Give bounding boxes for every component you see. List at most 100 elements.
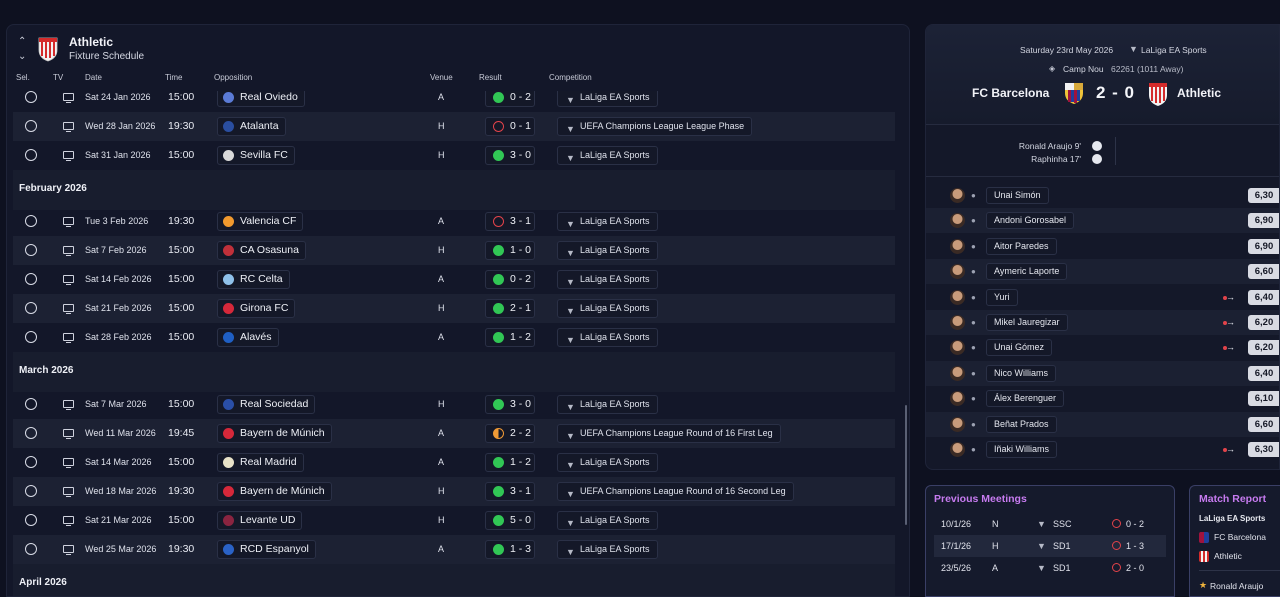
col-date[interactable]: Date bbox=[85, 73, 102, 82]
opposition-button[interactable]: Real Sociedad bbox=[217, 395, 316, 414]
scorer[interactable]: Raphinha 17' bbox=[1031, 154, 1081, 164]
club-name[interactable]: Athletic bbox=[69, 35, 114, 49]
competition-button[interactable]: ▼ LaLiga EA Sports bbox=[557, 328, 658, 347]
opposition-button[interactable]: Atalanta bbox=[217, 117, 286, 136]
col-result[interactable]: Result bbox=[479, 73, 502, 82]
result-button[interactable]: 3 - 0 bbox=[485, 395, 535, 414]
match-report-panel[interactable]: Match Report LaLiga EA Sports FC Barcelo… bbox=[1189, 485, 1280, 597]
competition-button[interactable]: ▼ UEFA Champions League Round of 16 Secon… bbox=[557, 482, 794, 501]
competition-button[interactable]: ▼ LaLiga EA Sports bbox=[557, 511, 658, 530]
player-row[interactable]: ● Andoni Gorosabel 6,90 bbox=[926, 208, 1279, 234]
meeting-row[interactable]: 10/1/26 N ▼ SSC 0 - 2 bbox=[934, 513, 1166, 535]
result-button[interactable]: 1 - 3 bbox=[485, 540, 535, 559]
chevron-down-icon[interactable]: ⌄ bbox=[18, 51, 27, 62]
competition-button[interactable]: ▼ LaLiga EA Sports bbox=[557, 453, 658, 472]
select-radio[interactable] bbox=[25, 149, 37, 161]
col-sel[interactable]: Sel. bbox=[16, 73, 30, 82]
fixture-row[interactable]: Sat 7 Feb 2026 15:00 CA Osasuna H 1 - 0 ▼ LaLi… bbox=[13, 236, 895, 265]
opposition-button[interactable]: RCD Espanyol bbox=[217, 540, 316, 559]
meeting-row[interactable]: 23/5/26 A ▼ SD1 2 - 0 bbox=[934, 557, 1166, 579]
competition-button[interactable]: ▼ UEFA Champions League League Phase bbox=[557, 117, 753, 136]
player-name[interactable]: Unai Gómez bbox=[986, 339, 1053, 357]
opposition-button[interactable]: RC Celta bbox=[217, 270, 290, 289]
player-name[interactable]: Iñaki Williams bbox=[986, 441, 1058, 458]
result-button[interactable]: 5 - 0 bbox=[485, 511, 535, 530]
player-row[interactable]: ● Iñaki Williams → 6,30 bbox=[926, 437, 1279, 462]
col-time[interactable]: Time bbox=[165, 73, 183, 82]
competition-button[interactable]: ▼ LaLiga EA Sports bbox=[557, 241, 658, 260]
scorer[interactable]: Ronald Araujo 9' bbox=[1018, 141, 1081, 151]
match-venue[interactable]: Camp Nou bbox=[1063, 64, 1104, 74]
fixture-row[interactable]: Wed 11 Mar 2026 19:45 Bayern de Múnich A 2 -… bbox=[13, 419, 895, 448]
competition-button[interactable]: ▼ LaLiga EA Sports bbox=[557, 212, 658, 231]
fixture-row[interactable]: Sat 24 Jan 2026 15:00 Real Oviedo A 0 - 2 ▼ La… bbox=[13, 91, 895, 112]
player-name[interactable]: Beñat Prados bbox=[986, 415, 1057, 433]
fixture-row[interactable]: Sat 28 Feb 2026 15:00 Alavés A 1 - 2 ▼ LaLiga … bbox=[13, 323, 895, 352]
result-button[interactable]: 3 - 1 bbox=[485, 482, 535, 501]
result-button[interactable]: 3 - 1 bbox=[485, 212, 535, 231]
player-row[interactable]: ● Aitor Paredes 6,90 bbox=[926, 234, 1279, 259]
opposition-button[interactable]: Real Oviedo bbox=[217, 91, 305, 107]
away-team[interactable]: Athletic bbox=[1177, 86, 1222, 100]
opposition-button[interactable]: Sevilla FC bbox=[217, 146, 295, 165]
opposition-button[interactable]: Alavés bbox=[217, 328, 279, 347]
fixture-row[interactable]: Sat 7 Mar 2026 15:00 Real Sociedad H 3 - 0 ▼ L… bbox=[13, 390, 895, 419]
fixture-row[interactable]: Sat 14 Feb 2026 15:00 RC Celta A 0 - 2 ▼ LaLig… bbox=[13, 265, 895, 294]
col-competition[interactable]: Competition bbox=[549, 73, 592, 82]
select-radio[interactable] bbox=[25, 331, 37, 343]
select-radio[interactable] bbox=[25, 543, 37, 555]
select-radio[interactable] bbox=[25, 120, 37, 132]
home-team[interactable]: FC Barcelona bbox=[972, 86, 1050, 100]
player-name[interactable]: Unai Simón bbox=[986, 187, 1049, 204]
fixture-row[interactable]: Sat 21 Feb 2026 15:00 Girona FC H 2 - 1 ▼ LaLi… bbox=[13, 294, 895, 323]
player-row[interactable]: ● Unai Gómez → 6,20 bbox=[926, 335, 1279, 360]
result-button[interactable]: 1 - 2 bbox=[485, 453, 535, 472]
player-name[interactable]: Álex Berenguer bbox=[986, 390, 1065, 408]
opposition-button[interactable]: Levante UD bbox=[217, 511, 303, 530]
competition-button[interactable]: ▼ UEFA Champions League Round of 16 First… bbox=[557, 424, 781, 443]
fixture-row[interactable]: Tue 3 Feb 2026 19:30 Valencia CF A 3 - 1 ▼ LaL… bbox=[13, 207, 895, 236]
fixture-row[interactable]: Sat 31 Jan 2026 15:00 Sevilla FC H 3 - 0 ▼ LaL… bbox=[13, 141, 895, 170]
select-radio[interactable] bbox=[25, 456, 37, 468]
result-button[interactable]: 1 - 0 bbox=[485, 241, 535, 260]
competition-button[interactable]: ▼ LaLiga EA Sports bbox=[557, 299, 658, 318]
select-radio[interactable] bbox=[25, 273, 37, 285]
select-radio[interactable] bbox=[25, 91, 37, 103]
scrollbar[interactable] bbox=[905, 405, 907, 525]
opposition-button[interactable]: Bayern de Múnich bbox=[217, 482, 332, 501]
player-row[interactable]: ● Aymeric Laporte 6,60 bbox=[926, 259, 1279, 285]
result-button[interactable]: 2 - 2 bbox=[485, 424, 535, 443]
col-opposition[interactable]: Opposition bbox=[214, 73, 253, 82]
select-radio[interactable] bbox=[25, 485, 37, 497]
competition-button[interactable]: ▼ LaLiga EA Sports bbox=[557, 540, 658, 559]
competition-button[interactable]: ▼ LaLiga EA Sports bbox=[557, 91, 658, 107]
opposition-button[interactable]: Bayern de Múnich bbox=[217, 424, 332, 443]
result-button[interactable]: 0 - 2 bbox=[485, 91, 535, 107]
fixture-row[interactable]: Sat 14 Mar 2026 15:00 Real Madrid A 1 - 2 ▼ La… bbox=[13, 448, 895, 477]
result-button[interactable]: 1 - 2 bbox=[485, 328, 535, 347]
player-name[interactable]: Yuri bbox=[986, 288, 1018, 306]
select-radio[interactable] bbox=[25, 398, 37, 410]
col-venue[interactable]: Venue bbox=[430, 73, 453, 82]
opposition-button[interactable]: Valencia CF bbox=[217, 212, 304, 231]
player-row[interactable]: ● Nico Williams 6,40 bbox=[926, 360, 1279, 386]
player-name[interactable]: Aitor Paredes bbox=[986, 237, 1057, 255]
opposition-button[interactable]: Real Madrid bbox=[217, 453, 304, 472]
competition-button[interactable]: ▼ LaLiga EA Sports bbox=[557, 270, 658, 289]
select-radio[interactable] bbox=[25, 302, 37, 314]
player-row[interactable]: ● Yuri → 6,40 bbox=[926, 285, 1279, 310]
player-row[interactable]: ● Mikel Jauregizar → 6,20 bbox=[926, 310, 1279, 335]
select-radio[interactable] bbox=[25, 427, 37, 439]
player-name[interactable]: Andoni Gorosabel bbox=[986, 212, 1075, 230]
player-name[interactable]: Aymeric Laporte bbox=[986, 263, 1068, 281]
select-radio[interactable] bbox=[25, 514, 37, 526]
chevron-up-icon[interactable]: ⌃ bbox=[18, 36, 27, 47]
result-button[interactable]: 0 - 1 bbox=[485, 117, 535, 136]
meeting-row[interactable]: 17/1/26 H ▼ SD1 1 - 3 bbox=[934, 535, 1166, 557]
fixture-row[interactable]: Wed 18 Mar 2026 19:30 Bayern de Múnich H 3 -… bbox=[13, 477, 895, 506]
match-competition[interactable]: LaLiga EA Sports bbox=[1141, 45, 1207, 55]
player-name[interactable]: Mikel Jauregizar bbox=[986, 314, 1068, 331]
player-row[interactable]: ● Álex Berenguer 6,10 bbox=[926, 386, 1279, 411]
competition-button[interactable]: ▼ LaLiga EA Sports bbox=[557, 395, 658, 414]
competition-button[interactable]: ▼ LaLiga EA Sports bbox=[557, 146, 658, 165]
